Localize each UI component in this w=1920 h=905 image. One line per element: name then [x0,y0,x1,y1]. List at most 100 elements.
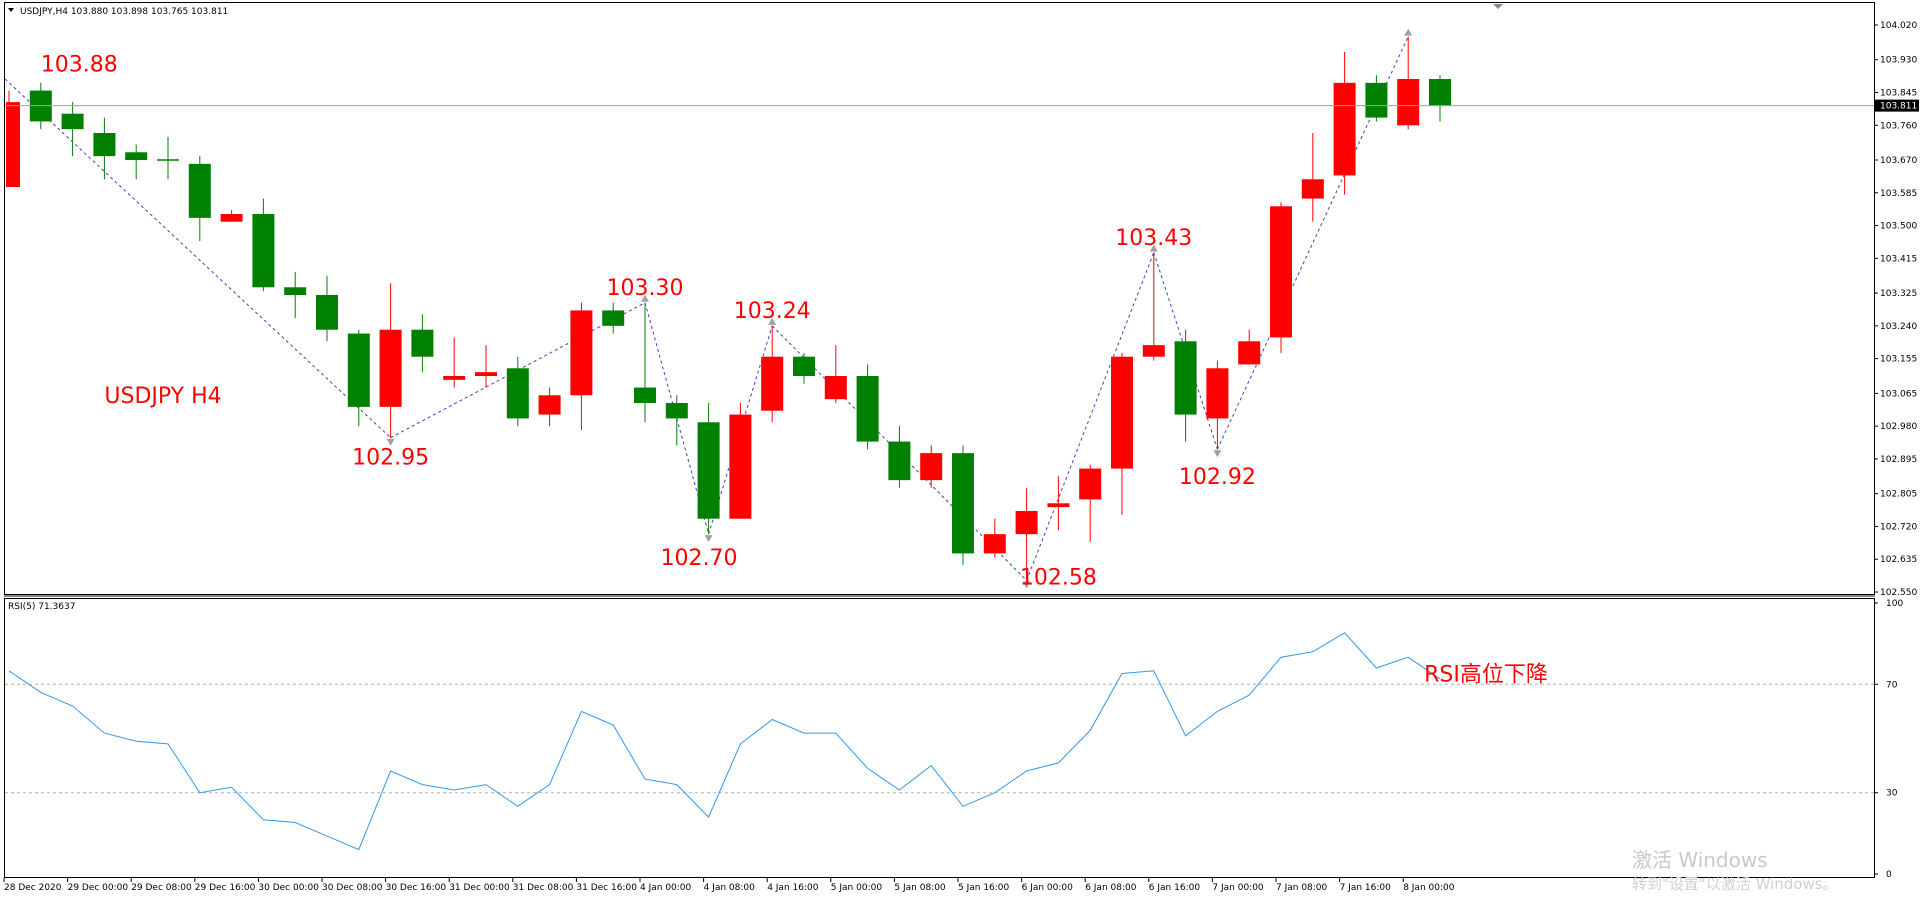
price-tick-label: 103.155 [1880,355,1917,365]
candle [824,345,847,403]
rsi-axis: 100 70 30 0 [5,599,1903,880]
candle [793,352,815,384]
candle [506,356,529,427]
candle [1142,252,1165,361]
date-tick-label: 7 Jan 16:00 [1340,883,1392,893]
candle [1397,36,1420,130]
candle-body [1142,345,1165,357]
price-tick-label: 103.325 [1880,289,1917,299]
candle-body [125,152,148,160]
candle [538,387,561,427]
candle-body [220,214,243,222]
candle [125,144,148,180]
candle [157,136,179,180]
candle [443,337,466,388]
price-tick-label: 103.585 [1880,189,1917,199]
zigzag-segment [1026,252,1155,581]
price-annotation: USDJPY H4 [104,384,221,409]
price-tick-label: 102.805 [1880,490,1917,500]
candle [888,426,911,488]
candle-body [252,214,275,288]
candle-body [793,356,815,376]
candle-body [93,133,116,157]
candle-body [983,534,1006,554]
candle-body [602,310,625,326]
fractal-arrow-icon [1213,450,1222,458]
candle-body [856,376,879,442]
date-tick-label: 4 Jan 16:00 [767,883,819,893]
price-tick-label: 103.670 [1880,156,1917,166]
candle-body [506,368,529,419]
candle [61,102,84,157]
date-tick-label: 30 Dec 08:00 [322,883,383,893]
candle-body [1015,511,1038,535]
fractal-arrow-icon [704,535,713,543]
price-tick-label: 102.550 [1880,588,1917,598]
candle-body [443,376,466,380]
candle-body [570,310,593,396]
current-price-line: 103.811 [5,99,1919,112]
price-tick-label: 104.020 [1880,21,1917,31]
chart-menu-triangle-icon[interactable] [8,8,14,12]
candle [920,445,943,488]
date-tick-label: 28 Dec 2020 [4,883,62,893]
watermark-line2: 转到"设置"以激活 Windows。 [1632,875,1838,893]
price-annotation: 102.95 [352,446,429,471]
date-tick-label: 30 Dec 16:00 [386,883,447,893]
date-tick-label: 5 Jan 16:00 [958,883,1010,893]
candle-body [1397,79,1420,126]
price-annotation: 103.24 [734,299,811,324]
candle [93,117,116,180]
fractal-arrow-icon [768,317,777,325]
price-annotation: 103.88 [41,52,118,77]
rsi-header: RSI(5) 71.3637 [8,602,75,612]
fractal-arrow-icon [1404,28,1413,36]
date-tick-label: 29 Dec 00:00 [68,883,129,893]
candle [570,302,593,430]
candle [952,445,974,565]
candle [1270,202,1292,353]
candle [1429,75,1451,122]
candle [697,403,720,535]
fractal-arrow-icon [1149,244,1158,252]
rsi-tick-label: 70 [1886,680,1898,690]
candle [1301,133,1324,222]
candle [188,156,211,241]
price-tick-label: 103.065 [1880,389,1917,399]
price-tick-label: 103.845 [1880,89,1917,99]
candle [665,395,688,446]
candle-body [1429,79,1451,106]
price-tick-label: 102.980 [1880,422,1917,432]
candle-body [1365,82,1388,118]
candle [1079,464,1102,542]
candle [6,90,20,187]
candle [252,198,275,292]
candle-body [1206,368,1229,419]
candle-body [6,102,20,187]
candle [1047,476,1070,531]
rsi-tick-label: 30 [1886,789,1898,799]
current-price-box [1875,99,1919,112]
date-tick-label: 5 Jan 08:00 [894,883,946,893]
price-annotation: 102.92 [1179,465,1256,490]
price-tick-label: 102.720 [1880,522,1917,532]
shift-marker-icon[interactable] [1493,4,1503,9]
date-tick-label: 4 Jan 00:00 [640,883,692,893]
candle-body [920,453,943,481]
rsi-line [8,632,1441,851]
price-annotation: 102.58 [1020,565,1097,590]
date-tick-label: 7 Jan 08:00 [1276,883,1328,893]
candle-body [538,395,561,415]
price-tick-label: 102.895 [1880,455,1917,465]
candle-body [61,113,84,130]
date-tick-label: 6 Jan 08:00 [1085,883,1137,893]
candle-body [1238,341,1261,365]
date-tick-label: 31 Dec 00:00 [449,883,510,893]
candle [379,283,402,438]
candle-body [697,422,720,519]
candle-body [379,329,402,407]
candle [1111,352,1133,515]
